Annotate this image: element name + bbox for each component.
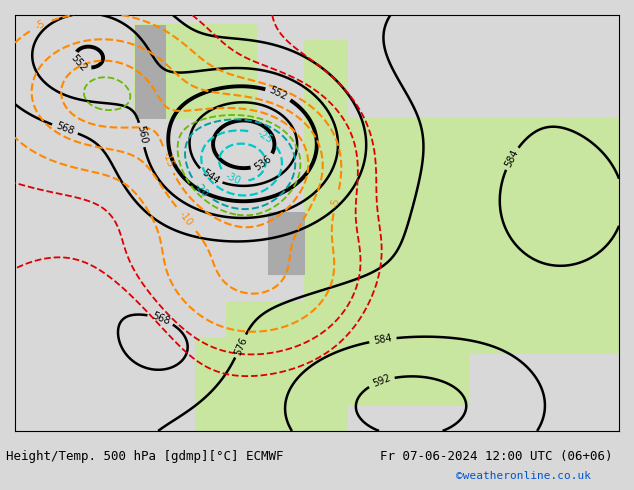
- Text: -5: -5: [34, 19, 48, 32]
- Text: 568: 568: [150, 311, 171, 327]
- Text: 544: 544: [200, 168, 221, 186]
- Text: Height/Temp. 500 hPa [gdmp][°C] ECMWF: Height/Temp. 500 hPa [gdmp][°C] ECMWF: [6, 450, 284, 463]
- Text: -5: -5: [330, 197, 342, 209]
- Text: 584: 584: [373, 333, 393, 346]
- Text: -15: -15: [160, 150, 175, 169]
- Text: ©weatheronline.co.uk: ©weatheronline.co.uk: [456, 471, 592, 481]
- Text: Fr 07-06-2024 12:00 UTC (06+06): Fr 07-06-2024 12:00 UTC (06+06): [380, 450, 613, 463]
- Text: 536: 536: [253, 153, 274, 172]
- Text: 568: 568: [55, 121, 75, 137]
- Text: 552: 552: [68, 53, 89, 74]
- Text: -20: -20: [192, 180, 210, 199]
- Text: -10: -10: [177, 209, 195, 228]
- Text: 584: 584: [503, 148, 520, 169]
- Text: 552: 552: [268, 85, 289, 102]
- Text: 592: 592: [371, 373, 392, 390]
- Text: 576: 576: [232, 336, 249, 357]
- Text: 560: 560: [135, 125, 148, 145]
- Text: -25: -25: [256, 128, 275, 146]
- Text: -30: -30: [224, 171, 242, 187]
